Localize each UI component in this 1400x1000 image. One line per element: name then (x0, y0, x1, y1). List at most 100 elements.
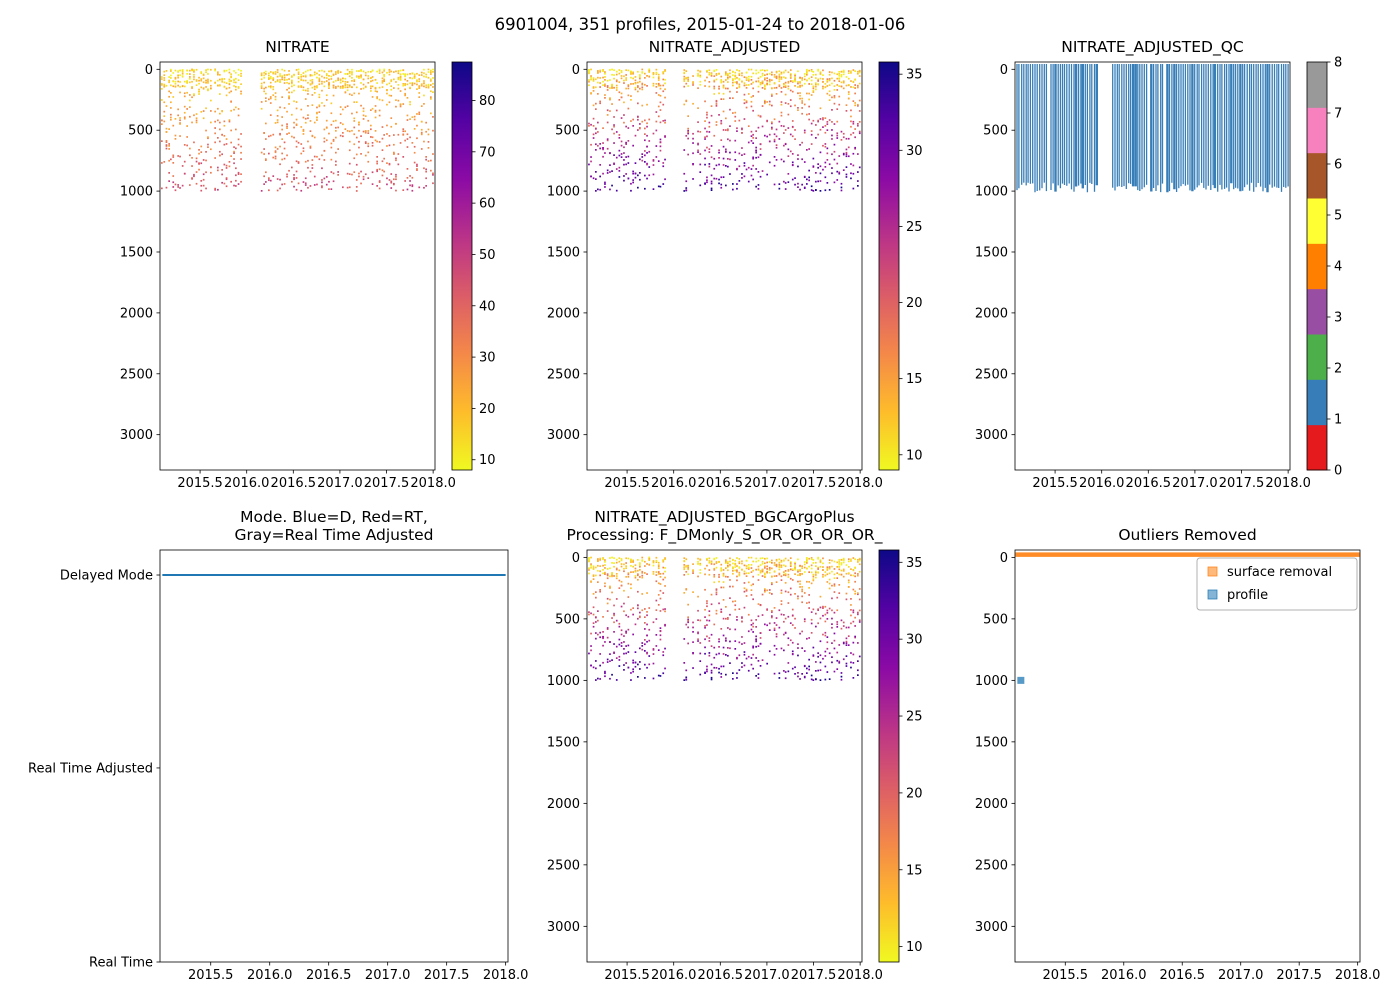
scatter-point (364, 72, 367, 74)
scatter-point (743, 164, 746, 167)
scatter-point (609, 97, 611, 99)
scatter-point (321, 89, 323, 92)
scatter-point (276, 189, 279, 192)
scatter-point (193, 71, 195, 73)
scatter-point (750, 594, 753, 596)
scatter-point (836, 137, 839, 139)
scatter-point (300, 108, 303, 111)
scatter-point (625, 652, 627, 655)
scatter-point (265, 100, 267, 102)
scatter-point (759, 69, 762, 72)
colorbar-tick-label: 35 (906, 556, 923, 571)
scatter-point (325, 74, 328, 77)
scatter-point (606, 661, 609, 663)
scatter-point (323, 104, 326, 107)
scatter-point (618, 579, 621, 582)
scatter-point (780, 114, 783, 117)
scatter-point (260, 101, 263, 103)
scatter-point (817, 120, 819, 123)
scatter-point (775, 617, 778, 619)
scatter-point (720, 665, 723, 668)
scatter-point (771, 559, 773, 562)
scatter-point (664, 135, 666, 137)
scatter-point (307, 186, 309, 189)
scatter-point (657, 160, 660, 162)
scatter-point (797, 675, 799, 678)
scatter-point (625, 173, 627, 175)
scatter-point (268, 77, 270, 79)
scatter-point (198, 168, 200, 171)
scatter-point (386, 133, 388, 135)
scatter-point (708, 131, 711, 133)
scatter-point (207, 143, 209, 146)
scatter-point (734, 608, 737, 611)
scatter-point (708, 619, 711, 622)
scatter-point (177, 84, 179, 87)
scatter-point (657, 76, 660, 78)
scatter-point (344, 83, 347, 85)
scatter-point (738, 562, 741, 565)
scatter-point (337, 126, 339, 129)
scatter-point (842, 557, 845, 560)
scatter-point (768, 622, 771, 625)
scatter-point (699, 83, 702, 86)
scatter-point (590, 632, 592, 635)
scatter-point (335, 151, 337, 154)
scatter-point (812, 157, 815, 160)
scatter-point (738, 654, 741, 657)
scatter-point (623, 664, 625, 666)
scatter-point (604, 97, 606, 99)
scatter-point (181, 75, 184, 77)
scatter-point (378, 180, 381, 182)
scatter-point (789, 587, 792, 590)
scatter-point (281, 138, 283, 140)
scatter-point (641, 120, 644, 123)
scatter-point (697, 121, 699, 123)
scatter-point (634, 82, 637, 85)
scatter-point (778, 76, 781, 79)
scatter-point (590, 143, 592, 146)
scatter-point (797, 158, 799, 160)
scatter-point (783, 132, 785, 134)
scatter-point (330, 112, 333, 115)
scatter-point (850, 120, 852, 123)
scatter-point (771, 593, 773, 595)
scatter-point (799, 97, 801, 100)
scatter-point (854, 70, 856, 72)
scatter-point (757, 573, 760, 576)
scatter-point (750, 619, 753, 622)
scatter-point (318, 111, 321, 113)
scatter-point (768, 103, 771, 106)
scatter-point (833, 611, 836, 614)
scatter-point (842, 169, 845, 171)
scatter-point (778, 75, 781, 78)
scatter-point (706, 130, 708, 133)
scatter-point (826, 147, 829, 150)
scatter-point (692, 652, 694, 654)
scatter-point (406, 188, 409, 191)
scatter-point (604, 675, 606, 678)
scatter-point (618, 665, 621, 667)
scatter-point (727, 128, 729, 131)
scatter-point (852, 609, 855, 612)
scatter-point (268, 177, 270, 179)
scatter-point (734, 151, 737, 154)
scatter-point (743, 582, 746, 584)
scatter-point (233, 146, 235, 148)
scatter-point (752, 72, 754, 75)
scatter-point (592, 79, 595, 81)
scatter-point (734, 111, 737, 114)
scatter-point (613, 621, 615, 624)
scatter-point (161, 187, 163, 190)
scatter-point (771, 128, 773, 130)
scatter-point (207, 80, 209, 82)
scatter-point (718, 580, 720, 583)
scatter-point (732, 600, 734, 603)
scatter-point (852, 557, 855, 559)
scatter-point (743, 564, 746, 567)
scatter-point (741, 128, 743, 131)
scatter-point (845, 173, 848, 176)
x-tick-label: 2016.5 (271, 476, 317, 491)
scatter-point (810, 94, 813, 96)
scatter-point (852, 69, 855, 71)
